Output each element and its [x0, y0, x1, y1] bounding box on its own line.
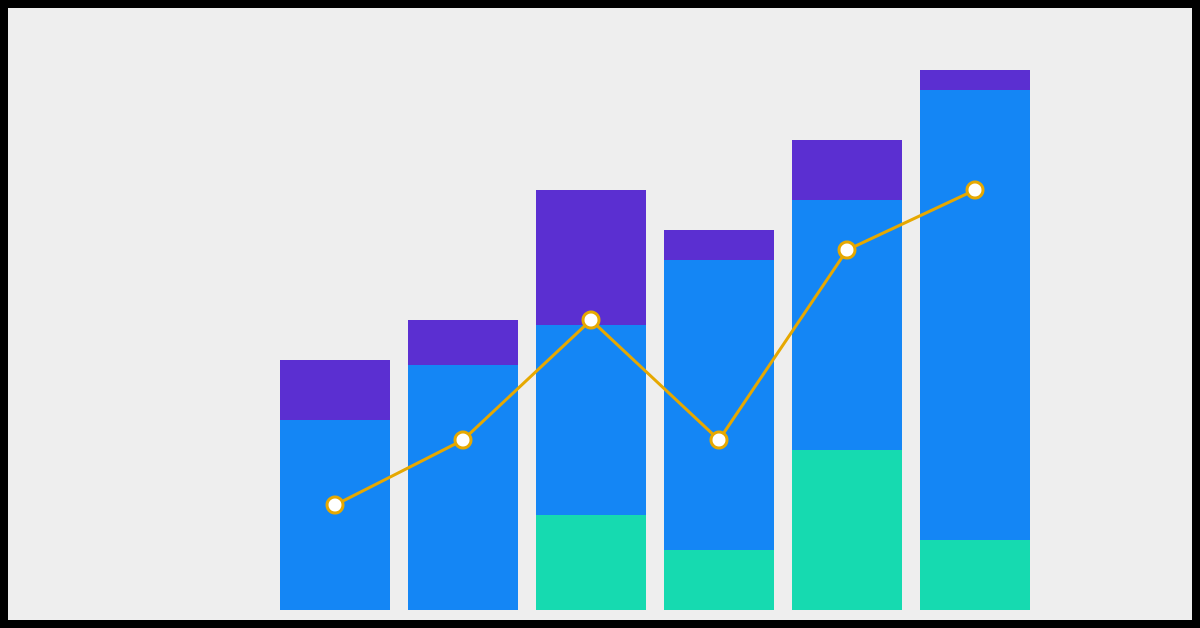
bar-segment-bottom — [536, 515, 646, 610]
bar-segment-bottom — [664, 550, 774, 610]
bar-segment-top — [536, 190, 646, 325]
bar-segment-bottom — [792, 450, 902, 610]
trend-marker — [967, 182, 983, 198]
trend-marker — [583, 312, 599, 328]
bar-segment-middle — [408, 365, 518, 610]
combo-chart — [0, 0, 1200, 628]
trend-marker — [711, 432, 727, 448]
chart-frame — [0, 0, 1200, 628]
trend-marker — [839, 242, 855, 258]
bar-segment-top — [792, 140, 902, 200]
bar-segment-top — [920, 70, 1030, 90]
bar-segment-bottom — [920, 540, 1030, 610]
bar-segment-top — [280, 360, 390, 420]
bar-segment-top — [664, 230, 774, 260]
bar-segment-top — [408, 320, 518, 365]
trend-marker — [455, 432, 471, 448]
bar-segment-middle — [536, 325, 646, 515]
bar-segment-middle — [920, 90, 1030, 540]
bar-segment-middle — [792, 200, 902, 450]
trend-marker — [327, 497, 343, 513]
bar-segment-middle — [280, 420, 390, 610]
